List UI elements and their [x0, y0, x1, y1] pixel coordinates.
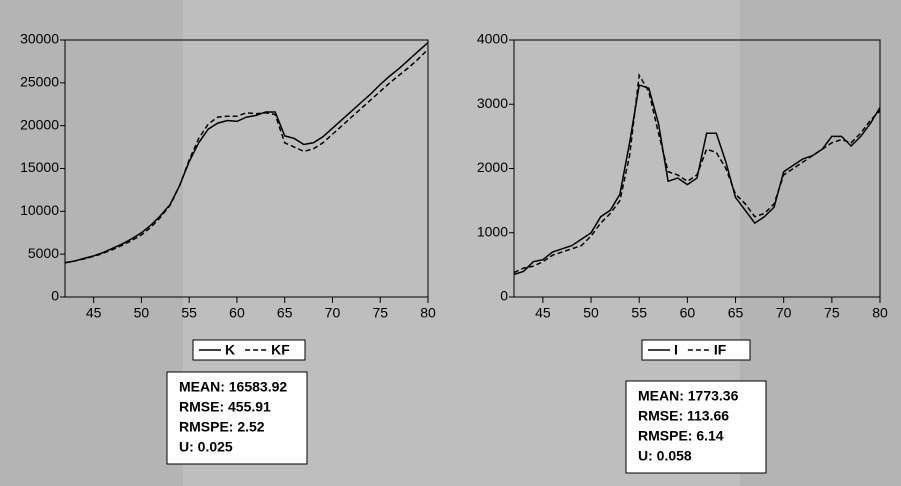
x-tick-label: 45	[86, 305, 102, 321]
x-tick-label: 55	[181, 305, 197, 321]
x-tick-label: 80	[420, 305, 436, 321]
legend-label: I	[674, 342, 678, 358]
y-tick-label: 5000	[28, 245, 59, 261]
legend-label: K	[225, 342, 235, 358]
legend-label: IF	[714, 342, 727, 358]
x-tick-label: 65	[728, 305, 744, 321]
stats-text: U: 0.025	[179, 439, 233, 455]
stats-text: MEAN: 16583.92	[179, 379, 287, 395]
x-tick-label: 75	[824, 305, 840, 321]
stats-text: RMSE: 113.66	[638, 408, 729, 424]
stats-text: RMSPE: 6.14	[638, 428, 724, 444]
y-tick-label: 1000	[477, 223, 508, 239]
legend-label: KF	[271, 342, 290, 358]
y-tick-label: 10000	[20, 202, 59, 218]
stats-text: RMSE: 455.91	[179, 399, 271, 415]
y-tick-label: 25000	[20, 74, 59, 90]
x-tick-label: 70	[776, 305, 792, 321]
x-tick-label: 65	[277, 305, 293, 321]
y-tick-label: 0	[51, 288, 59, 304]
x-tick-label: 60	[680, 305, 696, 321]
stats-text: RMSPE: 2.52	[179, 419, 265, 435]
y-tick-label: 20000	[20, 116, 59, 132]
x-tick-label: 70	[325, 305, 341, 321]
y-tick-label: 30000	[20, 31, 59, 47]
stats-text: MEAN: 1773.36	[638, 388, 739, 404]
x-tick-label: 80	[872, 305, 888, 321]
stats-box	[625, 380, 767, 474]
stats-text: U: 0.058	[638, 448, 692, 464]
y-tick-label: 15000	[20, 159, 59, 175]
y-tick-label: 0	[500, 288, 508, 304]
series-line	[513, 73, 881, 274]
series-line	[64, 42, 429, 264]
x-tick-label: 60	[229, 305, 245, 321]
x-tick-label: 45	[535, 305, 551, 321]
x-tick-label: 75	[372, 305, 388, 321]
stats-box	[166, 371, 308, 465]
y-tick-label: 2000	[477, 159, 508, 175]
x-tick-label: 50	[583, 305, 599, 321]
x-tick-label: 55	[631, 305, 647, 321]
y-tick-label: 4000	[477, 31, 508, 47]
y-tick-label: 3000	[477, 95, 508, 111]
x-tick-label: 50	[134, 305, 150, 321]
